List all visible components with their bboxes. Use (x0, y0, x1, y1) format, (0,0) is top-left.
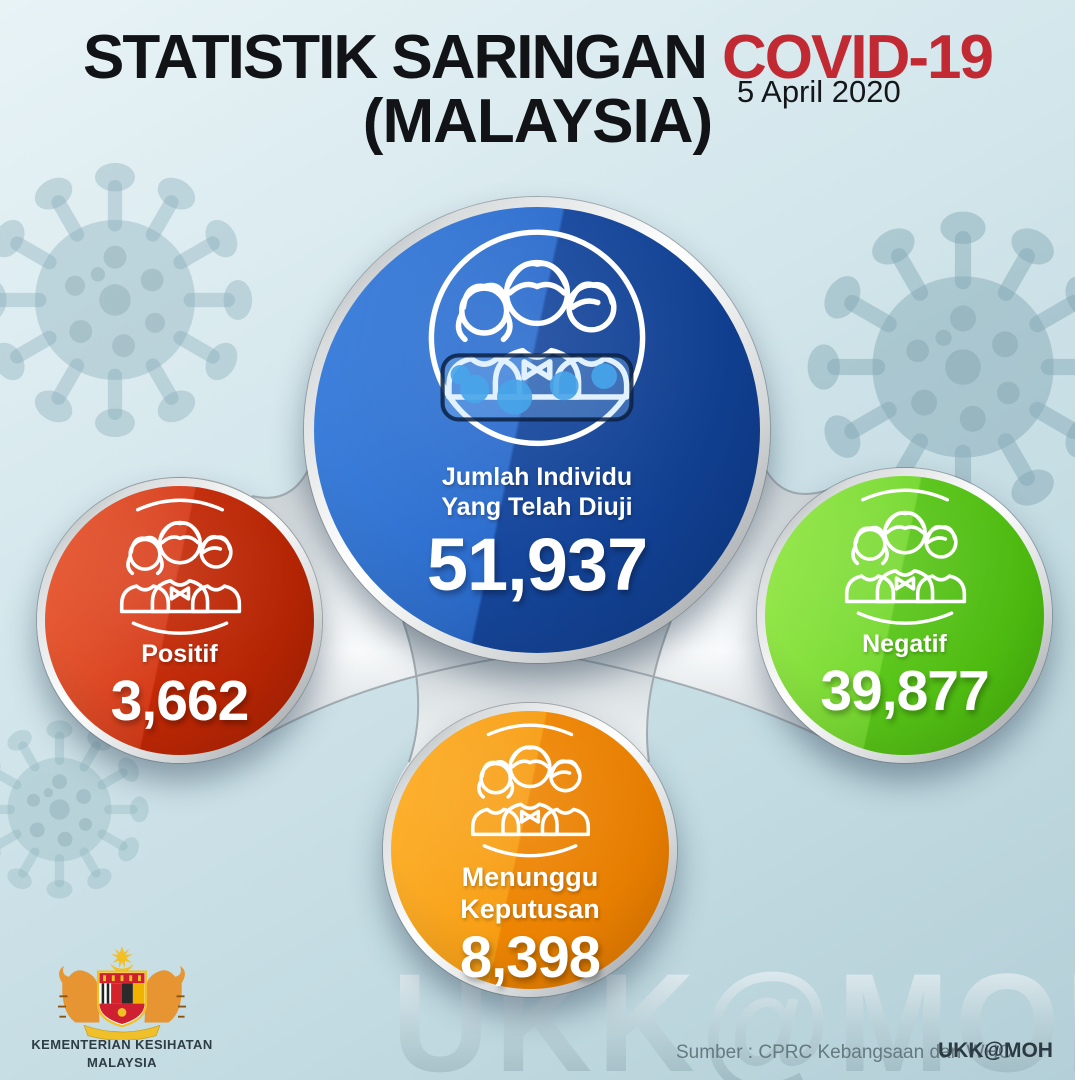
stat-bubble-pending: Menunggu Keputusan 8,398 (383, 703, 677, 997)
report-date: 5 April 2020 (737, 74, 901, 109)
page-title: STATISTIK SARINGAN COVID-19 (0, 26, 1075, 90)
stat-label: Menunggu Keputusan (460, 862, 600, 925)
title-subtitle: (MALAYSIA) (362, 87, 713, 156)
crest-shield (96, 970, 148, 1028)
stat-bubble-positive: Positif 3,662 (37, 478, 322, 763)
stat-bubble-tested-face: Jumlah Individu Yang Telah Diuji 51,937 (314, 207, 760, 653)
title-main: STATISTIK SARINGAN (83, 23, 708, 92)
ministry-line1: KEMENTERIAN KESIHATAN (31, 1037, 213, 1052)
stat-bubble-negative: Negatif 39,877 (757, 468, 1052, 763)
stat-bubble-positive-face: Positif 3,662 (45, 486, 314, 755)
people-group-frame-icon (428, 229, 646, 447)
stat-value: 3,662 (110, 668, 250, 733)
stat-value: 39,877 (820, 658, 989, 723)
stat-bubble-tested: Jumlah Individu Yang Telah Diuji 51,937 (304, 197, 770, 663)
stat-label: Yang Telah Diuji (441, 492, 633, 521)
title-covid19: COVID-19 (722, 23, 994, 92)
people-trio-icon (471, 723, 591, 858)
ministry-line2: MALAYSIA (87, 1054, 157, 1070)
stat-label: Negatif (862, 630, 947, 658)
credit-text: UKK@MOH (938, 1039, 1053, 1062)
people-trio-icon (844, 488, 966, 625)
people-trio-icon (119, 498, 241, 635)
stat-label: Positif (141, 640, 218, 668)
header: STATISTIK SARINGAN COVID-19 (MALAYSIA) (0, 26, 1075, 154)
stat-value: 51,937 (426, 523, 648, 606)
malaysia-coat-of-arms-icon (58, 946, 186, 1040)
crest-tigers (58, 965, 186, 1023)
ministry-name: KEMENTERIAN KESIHATAN MALAYSIA (0, 1036, 244, 1071)
stat-bubble-negative-face: Negatif 39,877 (765, 476, 1044, 755)
crest-star (110, 946, 134, 972)
stat-bubble-pending-face: Menunggu Keputusan 8,398 (391, 711, 669, 989)
stat-value: 8,398 (459, 925, 601, 991)
crest-banner (83, 1024, 161, 1040)
stat-label: Jumlah Individu (441, 463, 633, 491)
source-text: Sumber : CPRC Kebangsaan dan WHO (676, 1042, 1013, 1063)
